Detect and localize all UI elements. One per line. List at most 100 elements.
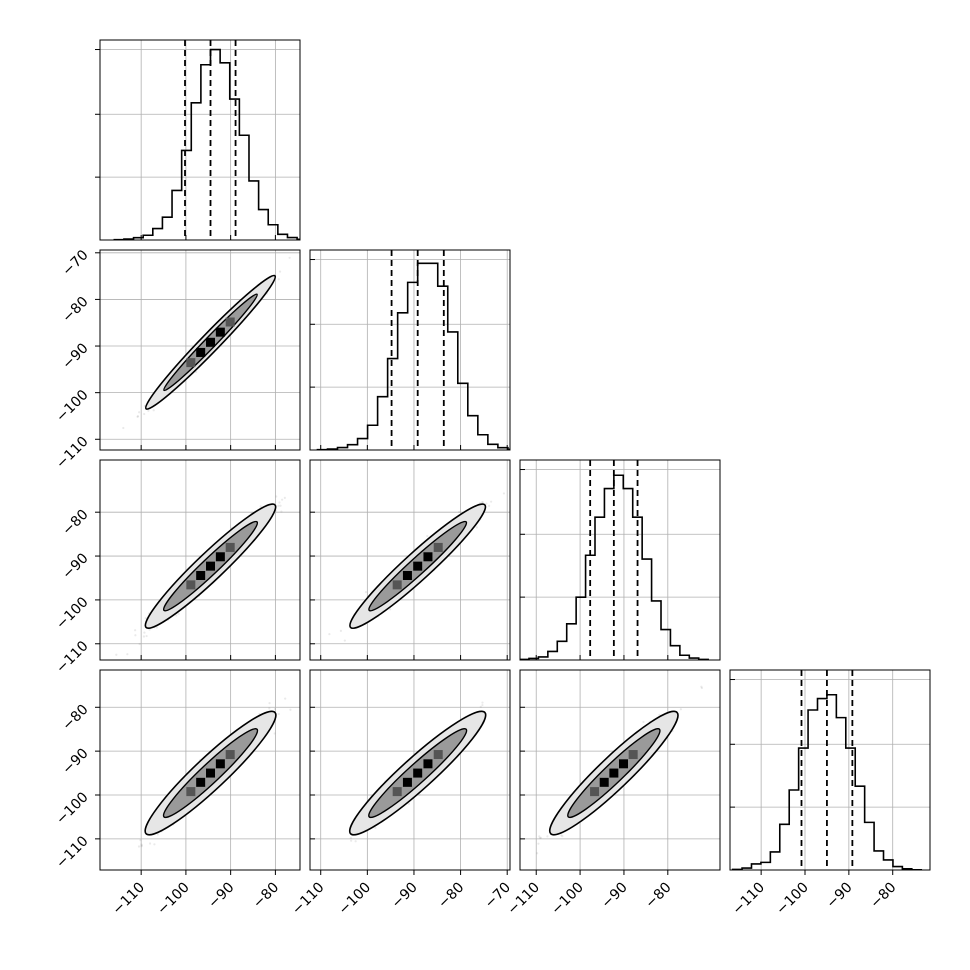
sample-point	[137, 845, 141, 848]
sample-point	[139, 839, 142, 842]
panel-frame	[99, 669, 301, 871]
sample-point	[259, 505, 262, 508]
sample-point	[480, 501, 484, 504]
sample-point	[561, 835, 564, 838]
sample-point	[278, 501, 281, 504]
sample-point	[153, 843, 156, 846]
density-block	[225, 542, 235, 552]
panel-1-0	[95, 249, 301, 451]
panel-frame	[309, 669, 511, 871]
sample-point	[147, 409, 150, 412]
sample-point	[277, 504, 280, 507]
sample-point	[317, 677, 319, 679]
density-block	[402, 571, 412, 580]
sample-point	[277, 712, 280, 716]
density-block	[433, 750, 443, 760]
panel-content	[536, 685, 703, 855]
sample-point	[283, 496, 286, 499]
sample-point	[389, 608, 392, 611]
sample-point	[155, 626, 158, 629]
sample-point	[279, 504, 282, 507]
panel-content	[328, 492, 506, 642]
sample-point	[277, 278, 280, 281]
density-block	[206, 337, 216, 347]
sample-point	[481, 501, 485, 504]
panel-3-0	[95, 669, 319, 875]
sample-point	[145, 634, 148, 638]
density-block	[215, 552, 225, 562]
density-block	[225, 750, 235, 760]
sample-point	[138, 642, 141, 646]
sample-point	[288, 256, 291, 259]
density-block	[423, 552, 433, 562]
density-block	[206, 768, 216, 778]
sample-point	[349, 836, 352, 840]
panel-2-1	[309, 459, 511, 661]
sample-point	[140, 844, 144, 847]
sample-point	[148, 628, 151, 631]
panel-2-0	[95, 459, 301, 661]
sample-point	[374, 826, 377, 829]
sample-point	[481, 701, 484, 704]
sample-point	[273, 707, 277, 711]
sample-point	[481, 703, 484, 707]
panel-frame	[99, 459, 301, 661]
sample-point	[134, 634, 137, 637]
sample-point	[143, 412, 146, 416]
sample-point	[343, 639, 346, 642]
sample-point	[328, 633, 331, 636]
sample-point	[281, 498, 284, 501]
density-block	[206, 561, 216, 571]
density-block	[186, 787, 196, 797]
panel-content	[122, 256, 291, 430]
sample-point	[418, 793, 421, 796]
sample-point	[138, 411, 141, 414]
sample-point	[275, 495, 278, 498]
sample-point	[679, 708, 682, 711]
sample-point	[485, 502, 488, 505]
density-block	[215, 327, 225, 337]
density-block	[402, 777, 412, 787]
sample-point	[268, 707, 271, 710]
sample-point	[280, 510, 283, 513]
sample-point	[144, 617, 147, 620]
sample-point	[538, 836, 542, 840]
panel-3-1	[309, 669, 511, 875]
sample-point	[136, 415, 139, 418]
sample-point	[148, 842, 152, 845]
sample-point	[475, 526, 478, 529]
sample-point	[658, 713, 661, 716]
sample-point	[175, 614, 178, 617]
sample-point	[278, 270, 282, 273]
density-block	[215, 759, 225, 769]
panel-frame	[519, 459, 721, 661]
density-block	[186, 358, 196, 368]
density-block	[225, 317, 235, 327]
density-block	[433, 542, 443, 552]
sample-point	[273, 732, 276, 735]
panel-frame	[309, 459, 511, 661]
panel-3-2	[519, 669, 721, 875]
sample-point	[152, 409, 155, 412]
panel-frame	[99, 249, 301, 451]
sample-point	[268, 701, 271, 705]
sample-point	[426, 534, 429, 538]
panel-content	[113, 40, 300, 240]
panel-0-0	[95, 39, 301, 241]
sample-point	[136, 415, 140, 418]
sample-point	[142, 635, 146, 638]
sample-point	[143, 631, 146, 634]
sample-point	[458, 510, 461, 514]
density-block	[423, 759, 433, 769]
sample-point	[487, 504, 491, 507]
panel-1-1	[309, 249, 511, 451]
sample-point	[134, 629, 137, 632]
density-block	[392, 787, 402, 797]
sample-point	[350, 839, 353, 842]
sample-point	[339, 629, 343, 633]
sample-point	[700, 685, 703, 688]
density-block	[413, 768, 423, 778]
density-block	[392, 580, 402, 590]
density-block	[196, 347, 206, 357]
